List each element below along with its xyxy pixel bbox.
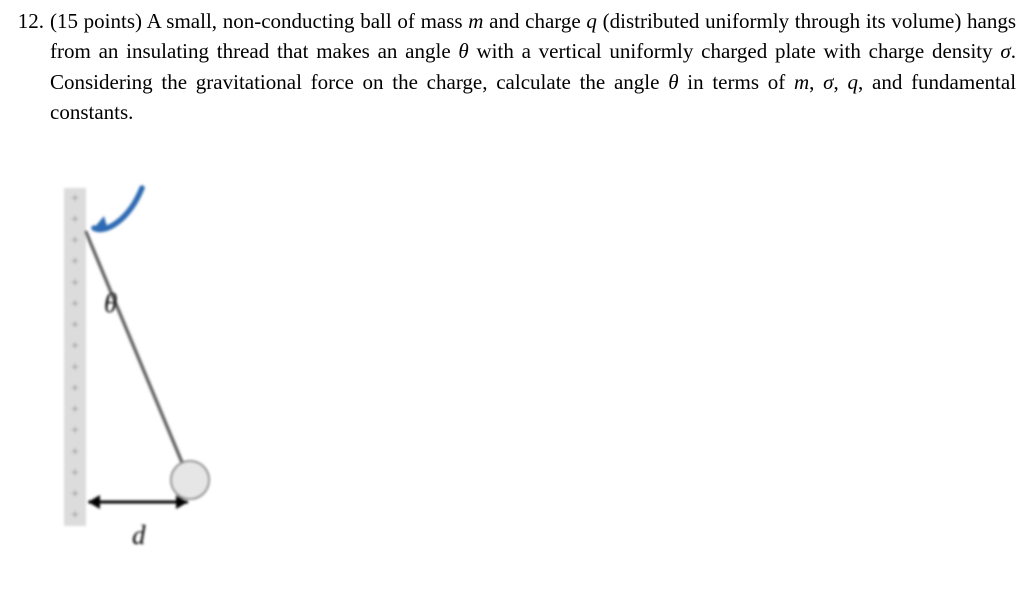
plus-icon: + [71,423,79,438]
plus-icon: + [71,445,79,460]
var-sigma: σ [1000,39,1010,63]
plus-icon: + [71,318,79,333]
plus-icon: + [71,254,79,269]
figure: + + + + + + + + + + + + + + + + θ d [56,170,316,570]
plus-icon: + [71,276,79,291]
d-label: d [132,520,146,550]
var-m: m [468,9,483,33]
plus-icon: + [71,381,79,396]
plus-icon: + [71,487,79,502]
plus-icon: + [71,297,79,312]
page: 12. (15 points) A small, non-conducting … [0,0,1036,570]
ball [171,461,209,499]
var-m: m [794,70,809,94]
plus-icon: + [71,191,79,206]
plus-icon: + [71,339,79,354]
var-theta: θ [668,70,678,94]
plus-icon: + [71,212,79,227]
plus-icon: + [71,402,79,417]
plus-icon: + [71,508,79,523]
thread [86,232,186,472]
var-q: q [586,9,597,33]
var-q: q [848,70,859,94]
arrowhead-left-icon [88,495,100,509]
question-text: (15 points) A small, non-conducting ball… [50,6,1016,128]
text: with a vertical uniformly charged plate … [469,39,1001,63]
pointer-arrowhead-icon [94,216,108,230]
plus-icon: + [71,466,79,481]
var-theta: θ [458,39,468,63]
question-number: 12. [8,6,50,36]
theta-label: θ [104,288,117,318]
plus-icon: + [71,360,79,375]
text: , [834,70,848,94]
problem-block: 12. (15 points) A small, non-conducting … [8,6,1016,128]
var-sigma: σ [823,70,833,94]
text: and charge [483,9,586,33]
diagram-svg: + + + + + + + + + + + + + + + + θ d [56,170,316,570]
text: , [809,70,823,94]
points-label: (15 points) [50,9,142,33]
text: A small, non-conducting ball of mass [147,9,469,33]
plus-icon: + [71,233,79,248]
text: in terms of [679,70,794,94]
